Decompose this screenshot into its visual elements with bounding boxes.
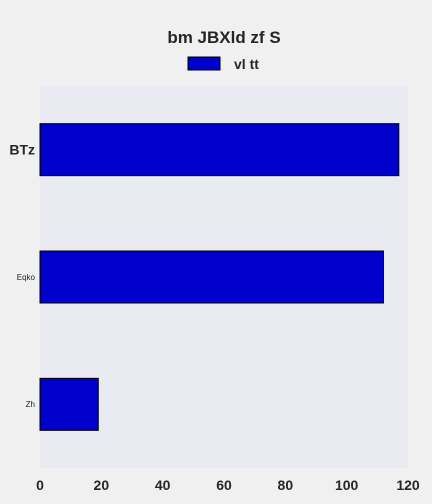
bar-zh — [39, 377, 99, 431]
x-tick-label: 40 — [155, 477, 171, 493]
x-tick-label: 60 — [216, 477, 232, 493]
y-tick-label: Eqko — [17, 273, 36, 282]
x-tick-label: 80 — [278, 477, 294, 493]
x-tick-label: 20 — [94, 477, 110, 493]
x-tick-label: 100 — [335, 477, 359, 493]
bar-btz — [39, 123, 400, 177]
legend-swatch — [187, 56, 221, 71]
x-tick-label: 0 — [36, 477, 44, 493]
bars-group — [39, 123, 400, 431]
x-tick-label: 120 — [396, 477, 420, 493]
y-tick-label: BTz — [9, 142, 35, 158]
legend: vl tt — [187, 56, 259, 72]
y-tick-label: Zh — [26, 400, 35, 409]
legend-label: vl tt — [234, 56, 259, 72]
chart-title: bm JBXld zf S — [167, 28, 280, 47]
bar-eqko — [39, 250, 384, 304]
y-tick-labels: BTz Eqko Zh — [9, 142, 35, 410]
x-tick-labels: 0 20 40 60 80 100 120 — [36, 477, 420, 493]
